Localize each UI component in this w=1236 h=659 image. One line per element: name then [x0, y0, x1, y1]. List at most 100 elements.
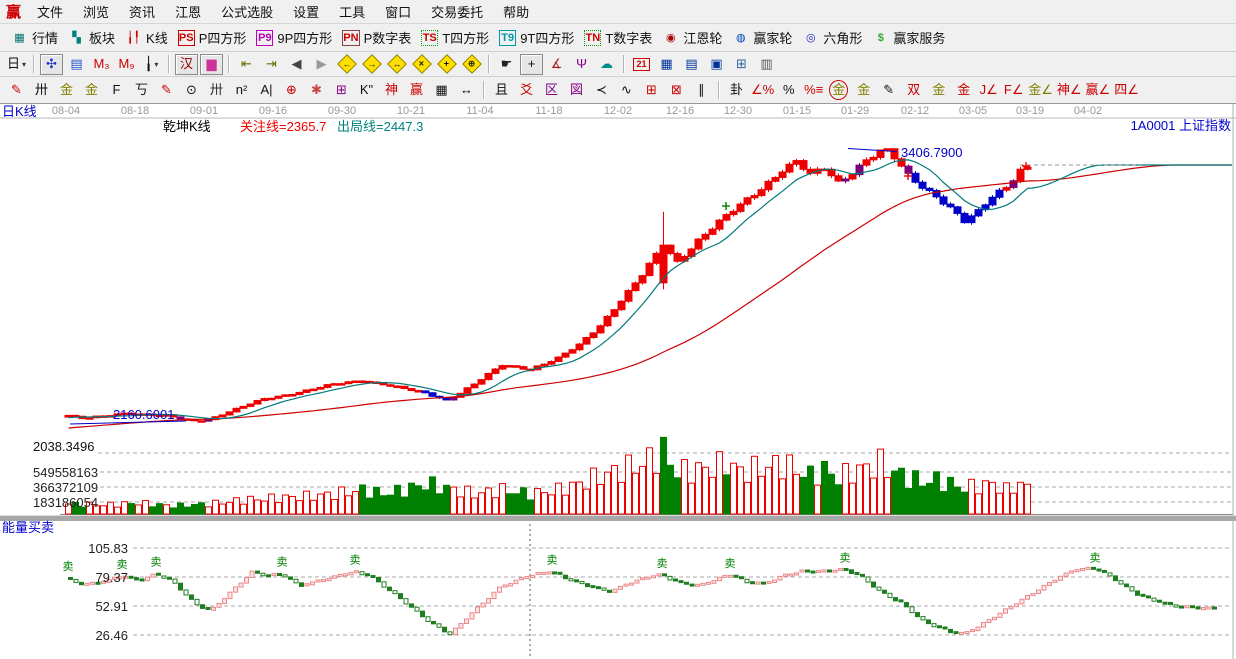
t-square-button[interactable]: TS T四方形	[416, 26, 494, 50]
plain-ruler-tool[interactable]: 卅	[205, 80, 228, 101]
compress-button[interactable]: ×	[410, 54, 433, 75]
print-button[interactable]: ▥	[755, 54, 778, 75]
angle-fan-tool[interactable]: ≺	[590, 80, 613, 101]
red-grid-tool[interactable]: ⊞	[640, 80, 663, 101]
kline-button[interactable]: ╽╿ K线	[120, 26, 173, 50]
slope-percent-tool[interactable]: ∠%	[750, 80, 775, 101]
wave-tool[interactable]: ∿	[615, 80, 638, 101]
9t-square-button[interactable]: T9 9T四方形	[494, 26, 579, 50]
kline-chart-canvas[interactable]: 卖卖卖卖卖卖卖卖卖卖	[0, 104, 1236, 659]
s-ruler-tool[interactable]: 丂	[130, 80, 153, 101]
hexagon-button[interactable]: ◎ 六角形	[797, 26, 867, 50]
notes-button[interactable]: ▤	[680, 54, 703, 75]
gold-bars-tool[interactable]: 金	[927, 80, 950, 101]
cloud-tool-button[interactable]: ☁	[595, 54, 618, 75]
gold-underline-tool[interactable]: 金	[952, 80, 975, 101]
gold-lines-tool[interactable]: 金	[852, 80, 875, 101]
han-overlay-button[interactable]: 汉	[175, 53, 198, 75]
shift-right-button[interactable]: →	[360, 54, 383, 75]
knot-tool-button[interactable]: ✣	[40, 53, 63, 75]
p-square-button[interactable]: PS P四方形	[173, 26, 252, 50]
twin-wave-tool[interactable]: 双	[902, 80, 925, 101]
star-grid-tool[interactable]: ✱	[305, 80, 328, 101]
menu-item-8[interactable]: 交易委托	[431, 5, 484, 20]
dial-ruler-tool[interactable]: ⊙	[180, 80, 203, 101]
quotes-button[interactable]: ▦ 行情	[6, 26, 63, 50]
shift-left-button[interactable]: ←	[335, 54, 358, 75]
document-button[interactable]: ▤	[65, 54, 88, 75]
hand-tool-button[interactable]: ☛	[495, 54, 518, 75]
menu-item-0[interactable]: 文件	[37, 5, 64, 20]
ying-angle-tool[interactable]: 赢∠	[1085, 80, 1112, 101]
f-ruler-tool[interactable]: F	[105, 80, 128, 101]
remote-data-button[interactable]: ⊞	[730, 54, 753, 75]
cycle-9-button[interactable]: M₉	[115, 54, 138, 75]
period-day-dropdown[interactable]: 日 ▾	[5, 54, 28, 75]
calendar-button[interactable]: 21	[630, 54, 653, 75]
sectors-button[interactable]: ▚ 板块	[63, 26, 120, 50]
parallel-lines-tool[interactable]: ∥	[690, 80, 713, 101]
grid-123-tool[interactable]: ▦	[430, 80, 453, 101]
save-button[interactable]: ▣	[705, 54, 728, 75]
crosshair-tool-button[interactable]: +	[520, 53, 543, 75]
t-number-table-button[interactable]: TN T数字表	[579, 26, 657, 50]
hspan-ruler-tool[interactable]: ↔	[455, 80, 478, 101]
menu-item-6[interactable]: 工具	[339, 5, 366, 20]
k-note-tool[interactable]: K"	[355, 80, 378, 101]
menu-item-7[interactable]: 窗口	[385, 5, 412, 20]
box-grid-tool[interactable]: ⊞	[330, 80, 353, 101]
black-pen-tool[interactable]: ✎	[877, 80, 900, 101]
fan-square-tool[interactable]: 図	[565, 80, 588, 101]
winner-wheel-button[interactable]: ◍ 赢家轮	[727, 26, 797, 50]
calculator-button[interactable]: ▦	[655, 54, 678, 75]
energy-tick	[623, 583, 629, 587]
ying-grid-tool[interactable]: 赢	[405, 80, 428, 101]
step-back-button[interactable]: ◀	[285, 54, 308, 75]
grid-chart-tool[interactable]: ⊠	[665, 80, 688, 101]
si-angle-tool[interactable]: 四∠	[1113, 80, 1140, 101]
pane-splitter[interactable]	[0, 515, 1236, 521]
pen-ruler-tool[interactable]: ✎	[155, 80, 178, 101]
fan-box-tool[interactable]: 区	[540, 80, 563, 101]
goto-last-button[interactable]: ⇥	[260, 54, 283, 75]
gold-circle-tool[interactable]: 金	[827, 80, 850, 101]
gann-marker-button[interactable]: Ψ	[570, 54, 593, 75]
mirror-tool[interactable]: A|	[255, 80, 278, 101]
menu-item-3[interactable]: 江恩	[175, 5, 202, 20]
menu-item-9[interactable]: 帮助	[503, 5, 530, 20]
j-angle-tool[interactable]: J∠	[977, 80, 1000, 101]
gold-ruler2-tool[interactable]: 金	[80, 80, 103, 101]
winner-service-button[interactable]: $ 赢家服务	[867, 26, 950, 50]
red-pen-tool[interactable]: ✎	[5, 80, 28, 101]
step-forward-button[interactable]: ▶	[310, 54, 333, 75]
9p-square-button[interactable]: P9 9P四方形	[251, 26, 337, 50]
percent-lines-tool[interactable]: %≡	[802, 80, 825, 101]
shen-angle-tool[interactable]: 神∠	[1056, 80, 1083, 101]
menu-item-5[interactable]: 设置	[293, 5, 320, 20]
menu-item-2[interactable]: 资讯	[129, 5, 156, 20]
menu-item-4[interactable]: 公式选股	[221, 5, 274, 20]
cycle-3-button[interactable]: M₃	[90, 54, 113, 75]
fit-all-button[interactable]: ⊕	[460, 54, 483, 75]
menu-item-1[interactable]: 浏览	[83, 5, 110, 20]
goto-first-button[interactable]: ⇤	[235, 54, 258, 75]
gold-angle-tool[interactable]: 金∠	[1027, 80, 1054, 101]
gold-ruler-tool[interactable]: 金	[55, 80, 78, 101]
f-angle-tool[interactable]: F∠	[1002, 80, 1025, 101]
red-fan-tool[interactable]: 爻	[515, 80, 538, 101]
n2-ruler-tool[interactable]: n²	[230, 80, 253, 101]
p-number-table-button[interactable]: PN P数字表	[337, 26, 416, 50]
percent-tool[interactable]: %	[777, 80, 800, 101]
tick-ruler-tool[interactable]: 卅	[30, 80, 53, 101]
histogram-button[interactable]: ▆	[200, 53, 223, 75]
angle-measure-button[interactable]: ∡	[545, 54, 568, 75]
scale-bars-tool[interactable]: 卦	[725, 80, 748, 101]
candle-body	[624, 290, 633, 302]
shen-grid-tool[interactable]: 神	[380, 80, 403, 101]
compass-tool[interactable]: ⊕	[280, 80, 303, 101]
candle-style-dropdown[interactable]: ╽ ▾	[140, 54, 163, 75]
zoom-horizontal-button[interactable]: ↔	[385, 54, 408, 75]
gann-wheel-button[interactable]: ◉ 江恩轮	[657, 26, 727, 50]
expand-button[interactable]: +	[435, 54, 458, 75]
frame-tool[interactable]: 且	[490, 80, 513, 101]
